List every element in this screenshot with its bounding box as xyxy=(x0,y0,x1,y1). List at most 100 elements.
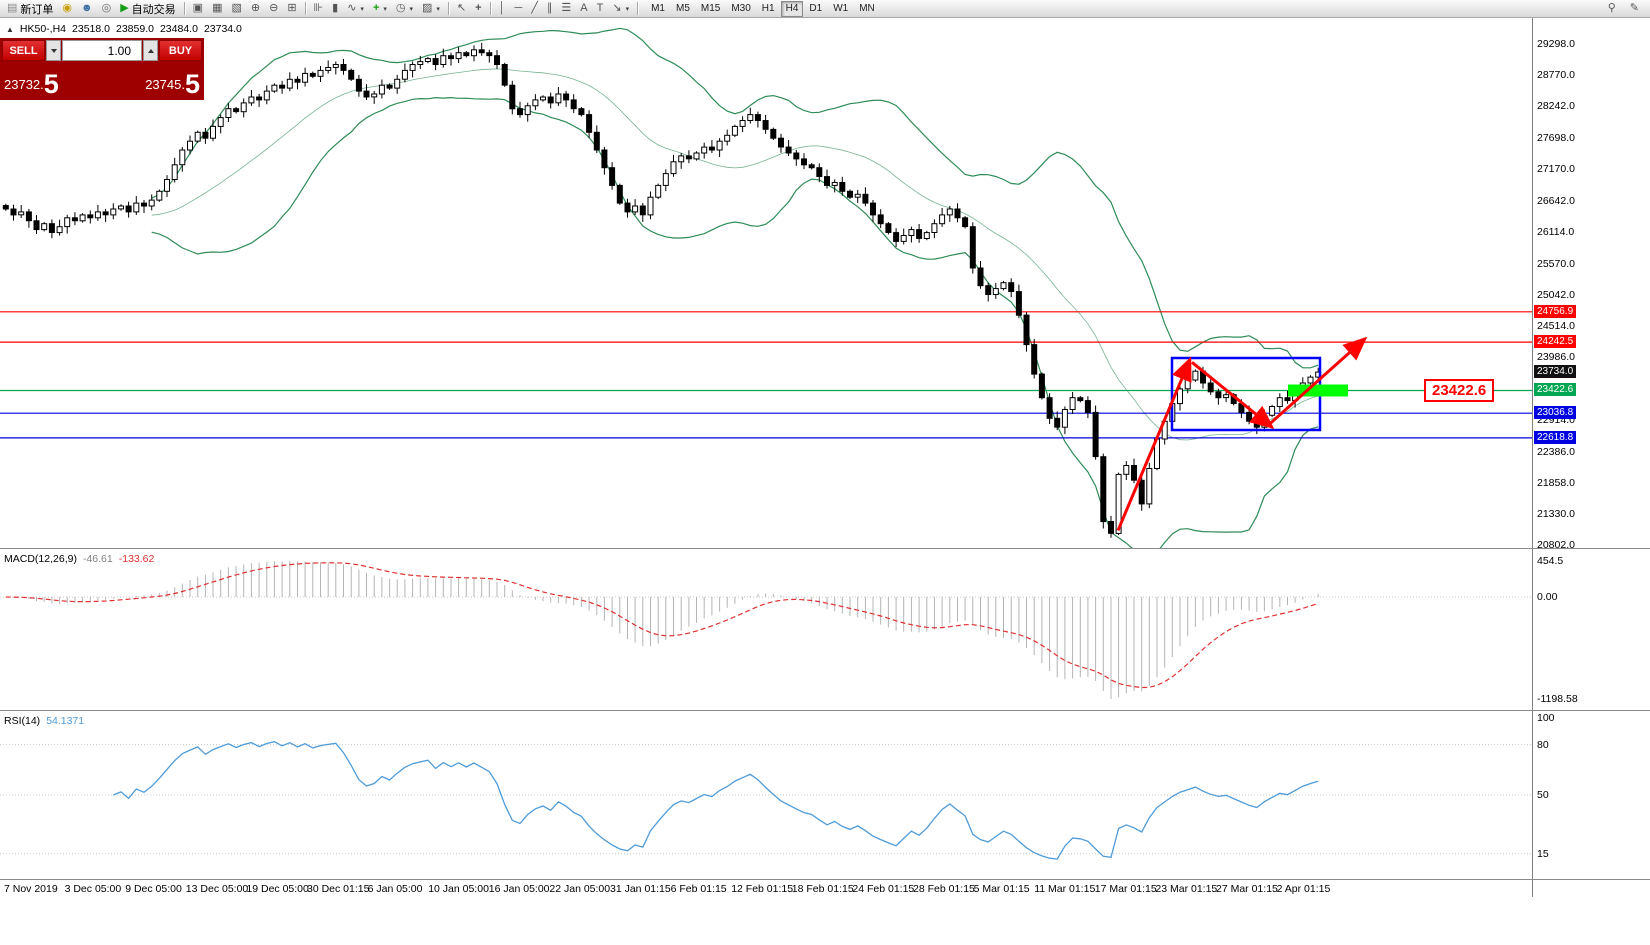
add-indicator-button[interactable]: + ▾ xyxy=(369,1,391,17)
candlestick-icon: ▮ xyxy=(332,2,339,14)
search-icon: ⚲ xyxy=(1607,2,1616,14)
text-tool-icon: A xyxy=(580,2,588,14)
zoom-out-icon: ⊖ xyxy=(269,2,279,14)
play-icon: ▶ xyxy=(120,2,129,14)
time-axis-label: 28 Feb 01:15 xyxy=(913,883,975,895)
text-tool-button[interactable]: A xyxy=(576,1,591,17)
toolbar-separator xyxy=(304,2,306,15)
new-order-button[interactable]: ▤ 新订单 xyxy=(3,1,57,17)
rsi-chart[interactable] xyxy=(0,711,1532,879)
cascade-windows-button[interactable]: ▧ xyxy=(227,1,245,17)
macd-scale-zero: 0.00 xyxy=(1537,591,1558,603)
timeframe-w1-button[interactable]: W1 xyxy=(833,2,849,14)
price-scale[interactable]: 29298.0 28770.0 28242.0 27698.0 27170.0 26642… xyxy=(1532,18,1650,551)
time-axis-label: 31 Jan 01:15 xyxy=(610,883,671,895)
line-chart-button[interactable]: ∿ ▾ xyxy=(343,1,368,17)
timeframe-m1-button[interactable]: M1 xyxy=(651,2,665,14)
profile-button[interactable]: ☻ xyxy=(77,1,97,17)
new-chart-button[interactable]: ▣ xyxy=(189,1,207,17)
trendline-tool-button[interactable]: ╱ xyxy=(527,1,542,17)
bollinger-upper-band xyxy=(151,27,1319,369)
rsi-scale[interactable]: 100 80 50 15 xyxy=(1532,711,1650,879)
timeframe-d1-button[interactable]: D1 xyxy=(809,2,823,14)
chevron-down-icon: ▾ xyxy=(409,5,414,13)
toolbar-separator xyxy=(489,2,491,15)
crosshair-tool-button[interactable]: + xyxy=(471,1,485,17)
macd-signal-value: -133.62 xyxy=(118,553,155,565)
trendline-icon: ╱ xyxy=(531,2,538,14)
timeframe-m15-button[interactable]: M15 xyxy=(700,2,721,14)
buy-price[interactable]: 23745. 5 xyxy=(145,70,200,98)
bar-chart-button[interactable]: ⊪ xyxy=(310,1,328,17)
grid-button[interactable]: ⊞ xyxy=(283,1,300,17)
symbol-ohlc-line: ▲ HK50-,H4 23518.0 23859.0 23484.0 23734… xyxy=(6,23,242,35)
trade-panel-toggle[interactable]: ▲ xyxy=(6,24,14,34)
cascade-windows-icon: ▧ xyxy=(231,2,242,14)
price-tick: 29298.0 xyxy=(1537,38,1575,50)
sell-price-big-digit: 5 xyxy=(43,69,59,99)
price-tick: 26642.0 xyxy=(1537,195,1575,207)
macd-scale[interactable]: 454.5 0.00 -1198.58 xyxy=(1532,549,1650,710)
volume-up-button[interactable] xyxy=(143,40,158,61)
timeframe-h4-button[interactable]: H4 xyxy=(780,0,804,17)
price-tick: 28242.0 xyxy=(1537,100,1575,112)
macd-signal-line xyxy=(5,562,1319,689)
vertical-line-tool-button[interactable]: │ xyxy=(495,1,510,17)
template-button[interactable]: ▨ ▾ xyxy=(418,1,444,17)
search-button[interactable]: ⚲ xyxy=(1604,1,1620,17)
edit-button[interactable]: ✎ xyxy=(1626,1,1643,17)
buy-button[interactable]: BUY xyxy=(159,40,202,61)
time-axis-label: 22 Jan 05:00 xyxy=(549,883,611,895)
new-order-icon: ▤ xyxy=(7,2,18,14)
time-axis-label: 12 Feb 01:15 xyxy=(731,883,794,895)
volume-input[interactable] xyxy=(62,40,142,61)
arrow-tool-icon: ↘ xyxy=(612,2,622,14)
timeframe-mn-button[interactable]: MN xyxy=(859,2,875,14)
timeframe-m5-button[interactable]: M5 xyxy=(675,2,690,14)
macd-scale-top: 454.5 xyxy=(1537,555,1564,567)
horizontal-line-tool-button[interactable]: ─ xyxy=(510,1,526,17)
rsi-label: RSI(14) 54.1371 xyxy=(4,715,84,727)
text-label-tool-button[interactable]: T xyxy=(593,1,608,17)
channel-tool-button[interactable]: ∥ xyxy=(543,1,557,17)
trend-arrow xyxy=(1191,361,1275,430)
tile-windows-button[interactable]: ▦ xyxy=(208,1,226,17)
price-tick: 26114.0 xyxy=(1537,226,1575,238)
cursor-tool-button[interactable]: ↖ xyxy=(453,1,470,17)
auto-trading-label: 自动交易 xyxy=(131,3,176,16)
zoom-in-icon: ⊕ xyxy=(250,2,261,14)
macd-chart[interactable] xyxy=(0,549,1532,710)
time-axis-label: 10 Jan 05:00 xyxy=(428,883,489,895)
timeframe-m30-button[interactable]: M30 xyxy=(731,2,751,14)
fibonacci-tool-button[interactable]: ☰ xyxy=(557,1,575,17)
candlestick-button[interactable]: ▮ xyxy=(328,1,342,17)
sell-button[interactable]: SELL xyxy=(2,40,45,61)
macd-name: MACD(12,26,9) xyxy=(4,553,77,565)
rsi-scale-50: 50 xyxy=(1537,789,1549,801)
zoom-out-button[interactable]: ⊖ xyxy=(265,1,282,17)
price-tick: 22386.0 xyxy=(1537,446,1575,458)
sell-price[interactable]: 23732. 5 xyxy=(4,70,59,98)
price-level-tag: 24756.9 xyxy=(1534,305,1577,318)
price-chart[interactable] xyxy=(0,18,1532,548)
zoom-in-button[interactable]: ⊕ xyxy=(247,1,264,17)
price-tick: 28770.0 xyxy=(1537,69,1575,81)
price-callout: 23422.6 xyxy=(1424,379,1495,402)
auto-trading-button[interactable]: ▶ 自动交易 xyxy=(116,1,179,17)
trend-arrow xyxy=(1267,336,1368,427)
timeframe-toolbar: M1 M5 M15 M30 H1 H4 D1 W1 MN xyxy=(646,0,880,17)
sound-button[interactable]: ◉ xyxy=(58,1,76,17)
toolbar-separator xyxy=(447,2,449,15)
community-button[interactable]: ◎ xyxy=(98,1,116,17)
period-button[interactable]: ◷ ▾ xyxy=(392,1,417,17)
time-axis[interactable]: 7 Nov 2019 3 Dec 05:00 9 Dec 05:00 13 Dec 0… xyxy=(0,880,1650,897)
price-level-tag: 23734.0 xyxy=(1534,365,1577,378)
community-icon: ◎ xyxy=(101,2,112,14)
arrows-tool-button[interactable]: ↘ ▾ xyxy=(608,1,633,17)
timeframe-h1-button[interactable]: H1 xyxy=(761,2,775,14)
chevron-down-icon: ▾ xyxy=(625,5,630,13)
time-axis-label: 30 Dec 01:15 xyxy=(307,883,370,895)
time-axis-label: 5 Mar 01:15 xyxy=(973,883,1030,895)
volume-down-button[interactable] xyxy=(46,40,61,61)
